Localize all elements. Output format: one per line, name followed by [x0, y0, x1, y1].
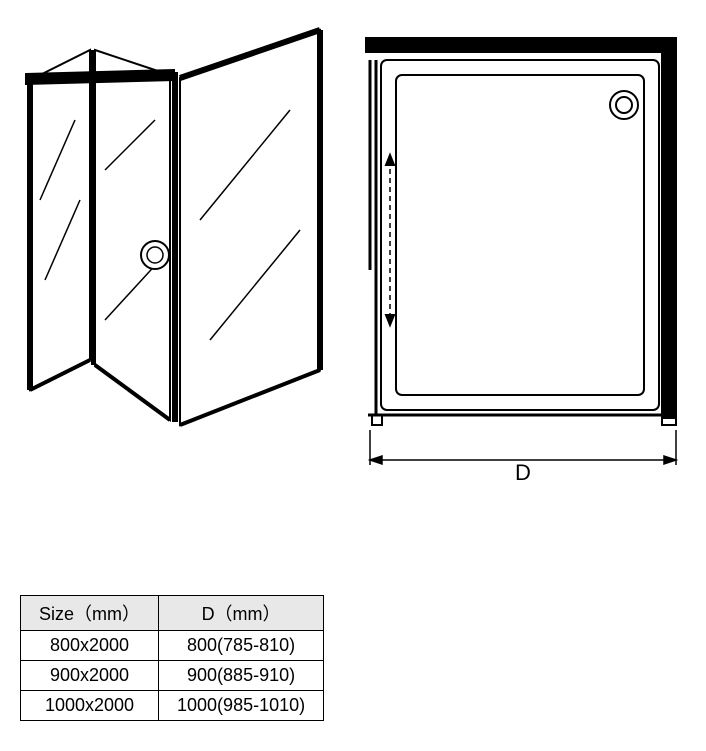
size-table: Size（mm） D（mm） 800x2000 800(785-810) 900…	[20, 595, 324, 721]
col-size: Size（mm）	[21, 596, 159, 631]
plan-view: D	[346, 20, 686, 520]
isometric-view	[20, 20, 340, 460]
diagram-row: D	[0, 0, 706, 520]
col-d: D（mm）	[159, 596, 324, 631]
table-header-row: Size（mm） D（mm）	[21, 596, 324, 631]
dimension-label: D	[515, 460, 531, 485]
table-row: 800x2000 800(785-810)	[21, 631, 324, 661]
table-row: 900x2000 900(885-910)	[21, 661, 324, 691]
table-row: 1000x2000 1000(985-1010)	[21, 691, 324, 721]
handle-icon	[141, 241, 169, 269]
